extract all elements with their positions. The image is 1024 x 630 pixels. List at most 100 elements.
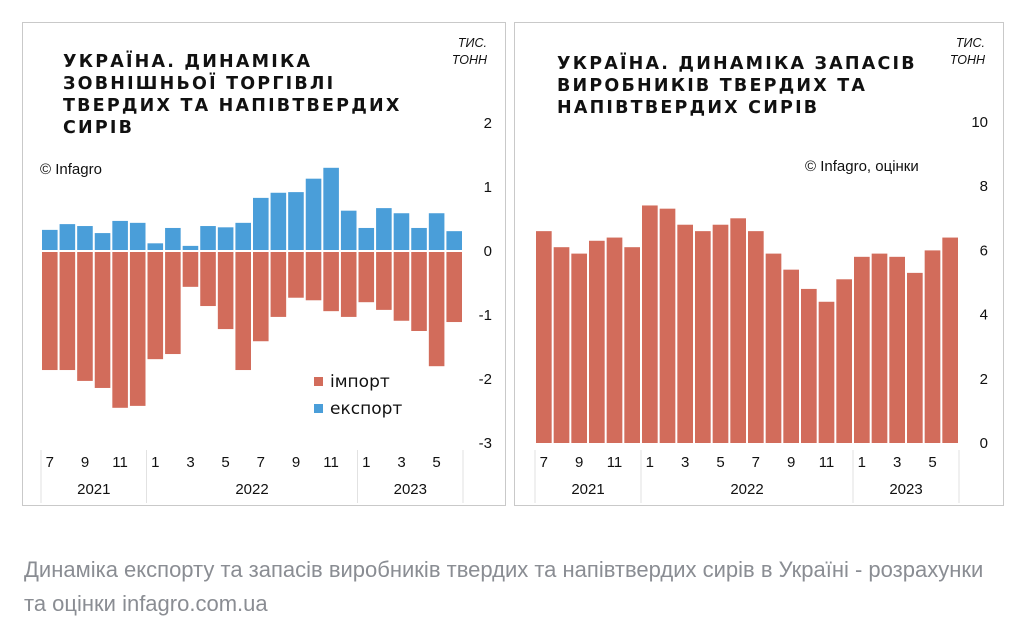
stocks-bar: [712, 224, 729, 443]
stocks-chart-panel: УКРАЇНА. ДИНАМІКА ЗАПАСІВ ВИРОБНИКІВ ТВЕ…: [514, 22, 1004, 506]
y-tick-label: 6: [980, 242, 988, 259]
import-bar: [182, 252, 199, 287]
x-tick-label: 1: [151, 454, 159, 471]
export-bar: [112, 220, 128, 250]
stocks-bar: [677, 224, 693, 443]
y-tick-label: 2: [980, 371, 988, 388]
y-tick-label: 2: [484, 115, 492, 132]
stocks-bar: [624, 247, 640, 443]
stocks-chart-title: УКРАЇНА. ДИНАМІКА ЗАПАСІВ ВИРОБНИКІВ ТВЕ…: [557, 54, 917, 118]
export-bar: [165, 227, 181, 250]
figure-caption: Динаміка експорту та запасів виробників …: [24, 557, 984, 616]
import-bar: [411, 252, 427, 331]
import-bar: [446, 252, 462, 323]
x-tick-label: 3: [397, 454, 405, 471]
stocks-bar: [765, 253, 782, 443]
legend-swatch-import: [314, 377, 323, 386]
y-tick-label: -3: [479, 435, 492, 452]
trade-chart-panel: УКРАЇНА. ДИНАМІКА ЗОВНІШНЬОЇ ТОРГІВЛІ ТВ…: [22, 22, 506, 506]
y-tick-label: 0: [484, 243, 492, 260]
x-tick-label: 3: [893, 454, 901, 471]
stocks-bar: [659, 208, 676, 443]
import-bar: [217, 252, 234, 330]
import-bar: [200, 252, 216, 307]
export-bar: [77, 226, 93, 250]
legend-swatch-export: [314, 404, 323, 413]
export-bar: [358, 227, 375, 250]
x-tick-label: 9: [787, 454, 795, 471]
stocks-bar: [553, 247, 570, 443]
export-bar: [94, 233, 111, 250]
import-bar: [340, 252, 357, 317]
x-tick-label: 9: [575, 454, 583, 471]
export-bar: [288, 192, 304, 250]
export-bar: [270, 192, 287, 250]
x-tick-label: 11: [607, 454, 623, 471]
stocks-bar: [783, 269, 799, 443]
stocks-bar: [642, 205, 658, 443]
x-tick-label: 3: [186, 454, 194, 471]
x-tick-label: 11: [819, 454, 835, 471]
stocks-bar: [871, 253, 888, 443]
x-tick-label: 7: [752, 454, 760, 471]
year-label: 2021: [571, 481, 604, 498]
stocks-bar: [748, 231, 764, 443]
import-bar: [393, 252, 410, 321]
trade-chart-title: УКРАЇНА. ДИНАМІКА ЗОВНІШНЬОЇ ТОРГІВЛІ ТВ…: [63, 52, 402, 138]
import-bar: [270, 252, 287, 317]
trade-chart-unit-label: ТИС. ТОНН: [451, 36, 487, 67]
year-label: 2022: [235, 481, 268, 498]
stocks-chart-credit: © Infagro, оцінки: [805, 158, 919, 175]
stocks-bar: [836, 279, 852, 443]
x-tick-label: 9: [81, 454, 89, 471]
x-tick-label: 5: [716, 454, 724, 471]
legend-label-import: імпорт: [330, 372, 390, 392]
export-bar: [446, 231, 462, 250]
stocks-bar: [571, 253, 587, 443]
import-bar: [77, 252, 93, 381]
stocks-bar: [907, 272, 923, 443]
export-bar: [393, 213, 410, 250]
export-bar: [200, 226, 216, 250]
import-bar: [305, 252, 322, 301]
x-tick-label: 5: [221, 454, 229, 471]
stocks-bar: [536, 231, 552, 443]
stocks-bar: [818, 301, 835, 443]
x-tick-label: 7: [540, 454, 548, 471]
export-bar: [235, 222, 251, 250]
import-bar: [376, 252, 392, 310]
export-bar: [340, 210, 357, 250]
year-label: 2021: [77, 481, 110, 498]
x-tick-label: 1: [858, 454, 866, 471]
import-bar: [253, 252, 269, 342]
stocks-bar: [854, 256, 870, 443]
stocks-bar: [942, 237, 958, 443]
x-tick-label: 5: [928, 454, 936, 471]
trade-chart-credit: © Infagro: [40, 161, 102, 178]
x-tick-label: 1: [646, 454, 654, 471]
export-bar: [59, 224, 76, 250]
legend-label-export: експорт: [330, 399, 402, 419]
y-tick-label: -1: [479, 307, 492, 324]
x-tick-label: 3: [681, 454, 689, 471]
stocks-bar: [889, 256, 905, 443]
year-label: 2022: [730, 481, 763, 498]
x-tick-label: 5: [432, 454, 440, 471]
import-bar: [94, 252, 111, 388]
export-bar: [129, 222, 146, 250]
import-bar: [129, 252, 146, 406]
export-bar: [376, 208, 392, 250]
year-label: 2023: [889, 481, 922, 498]
year-label: 2023: [394, 481, 427, 498]
y-tick-label: 1: [484, 179, 492, 196]
export-bar: [182, 245, 199, 250]
import-bar: [112, 252, 128, 408]
export-bar: [428, 213, 445, 250]
stocks-bar: [606, 237, 623, 443]
x-tick-label: 9: [292, 454, 300, 471]
stocks-bar: [801, 288, 817, 443]
stocks-bar: [730, 218, 746, 443]
y-tick-label: 10: [971, 114, 988, 131]
y-tick-label: -2: [479, 371, 492, 388]
